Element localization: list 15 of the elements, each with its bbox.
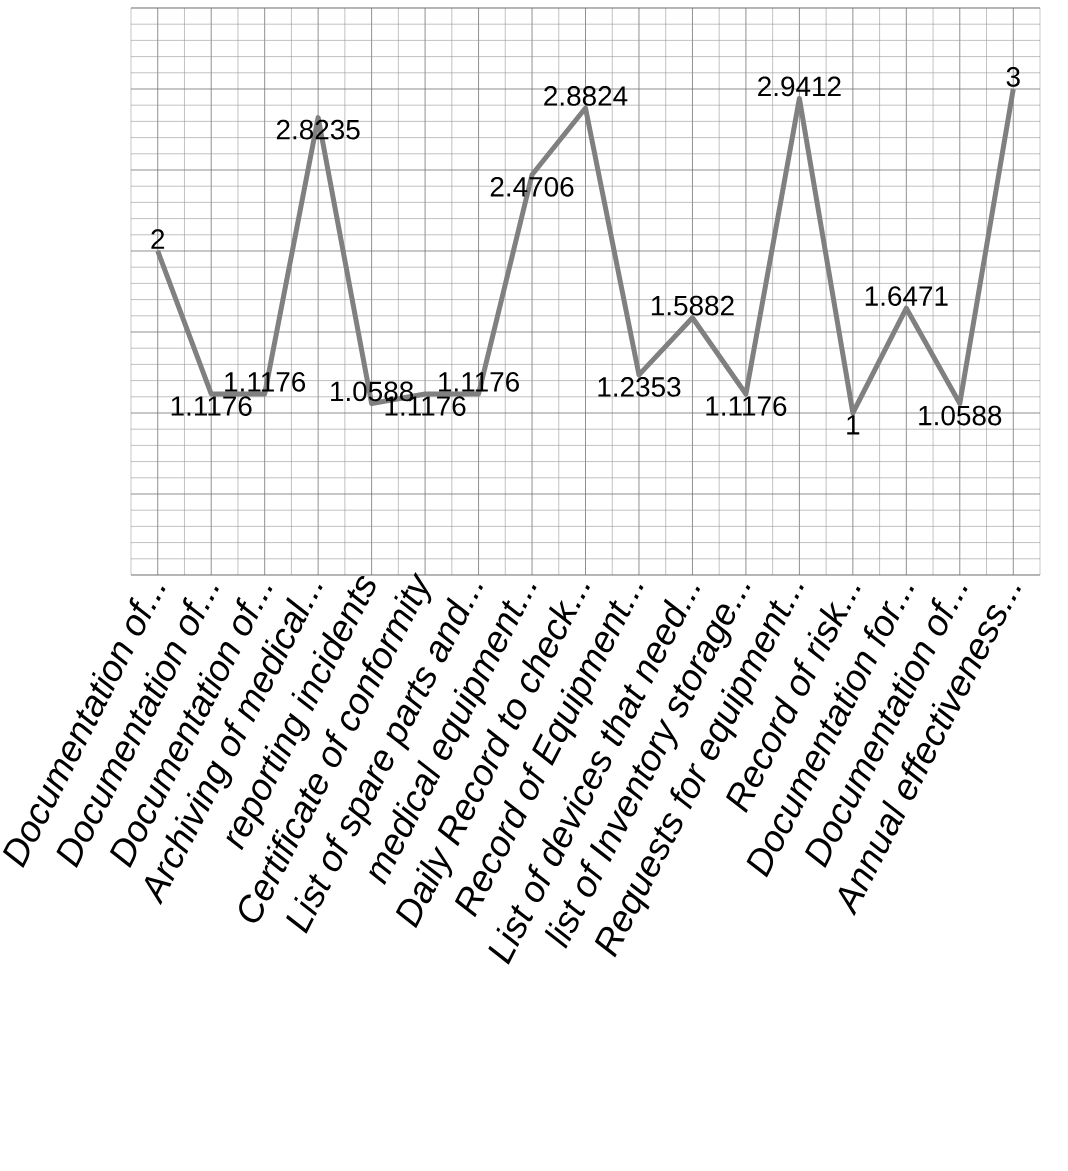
data-label: 2.8824 [544,86,628,106]
data-label: 1.1176 [706,396,787,416]
data-label: 2 [151,229,165,249]
data-label: 1.5882 [651,295,734,316]
data-label: 1.1176 [225,372,306,392]
data-label: 1.2353 [598,377,681,397]
data-label: 1 [847,415,860,435]
data-label: 2.4706 [490,176,574,197]
data-label: 2.8235 [276,119,360,140]
data-label: 2.9412 [758,76,841,97]
data-label: 1.0588 [919,405,1002,426]
data-label: 3 [1006,67,1020,87]
data-label: 1.1176 [439,372,519,392]
data-label: 1.6471 [865,286,948,306]
data-label: 1.1176 [171,396,252,416]
